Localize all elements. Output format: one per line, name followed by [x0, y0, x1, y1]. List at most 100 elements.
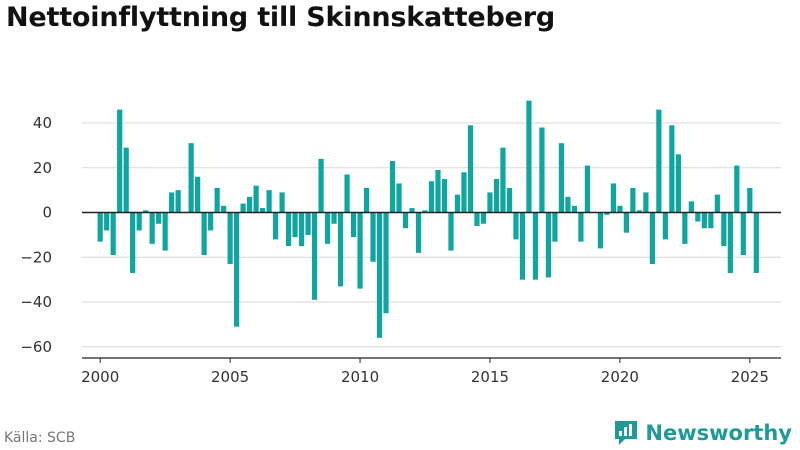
bar	[259, 208, 266, 213]
bar	[740, 212, 746, 256]
bar	[221, 205, 227, 213]
bar	[214, 187, 220, 213]
bar	[298, 212, 305, 247]
chart-title: Nettoinflyttning till Skinnskatteberg	[6, 2, 556, 33]
bar	[156, 212, 162, 224]
bar	[279, 192, 285, 213]
bar	[383, 212, 389, 314]
bar	[480, 212, 487, 224]
bar	[272, 212, 279, 240]
bar	[636, 210, 642, 213]
bar	[558, 143, 565, 213]
x-tick-label: 2010	[341, 368, 379, 386]
bar	[708, 212, 714, 229]
bar	[604, 212, 610, 215]
bar	[104, 212, 110, 231]
bar	[311, 212, 318, 300]
bar	[253, 185, 259, 213]
bar	[136, 212, 142, 231]
bar	[247, 196, 253, 213]
x-tick-label: 2020	[601, 368, 639, 386]
bar	[467, 125, 474, 213]
bar	[753, 212, 759, 273]
bar	[545, 212, 552, 278]
newsworthy-logo-icon	[615, 421, 638, 445]
bar	[539, 127, 545, 213]
bar	[285, 212, 292, 247]
bar	[649, 212, 655, 265]
bar	[117, 109, 123, 213]
bar	[149, 212, 155, 244]
bar	[688, 201, 694, 213]
bar	[130, 212, 136, 273]
bar	[227, 212, 233, 265]
bar	[201, 212, 207, 256]
bar	[415, 212, 422, 253]
bar	[110, 212, 116, 256]
bar	[318, 158, 324, 213]
bar	[461, 172, 467, 213]
bar	[734, 165, 740, 213]
bar	[234, 212, 240, 327]
bar	[305, 212, 311, 235]
bar	[584, 165, 591, 213]
bar	[675, 154, 681, 213]
bar	[324, 212, 331, 244]
bar	[389, 161, 396, 213]
bar	[630, 187, 636, 213]
bar	[448, 212, 454, 251]
y-tick-label: 40	[33, 114, 52, 132]
bar	[526, 100, 532, 213]
x-tick-label: 2025	[731, 368, 769, 386]
bar	[571, 205, 578, 213]
bar	[519, 212, 526, 280]
bar	[143, 210, 149, 213]
y-tick-label: −20	[20, 248, 52, 266]
bar	[337, 212, 344, 287]
bar	[396, 183, 402, 213]
x-tick-label: 2005	[211, 368, 249, 386]
bar	[123, 147, 129, 213]
bar	[422, 210, 428, 213]
bar	[662, 212, 668, 240]
bar	[402, 212, 409, 229]
bar	[643, 192, 649, 213]
bar	[701, 212, 707, 229]
bar	[357, 212, 363, 289]
bar	[565, 196, 571, 213]
brand-logo[interactable]: Newsworthy	[613, 419, 792, 447]
bar	[656, 109, 662, 213]
bar	[714, 194, 720, 213]
bar	[435, 170, 441, 213]
y-tick-label: −40	[20, 293, 52, 311]
bar	[532, 212, 539, 280]
bar	[721, 212, 727, 247]
bar	[363, 187, 370, 213]
bar	[506, 187, 513, 213]
bar	[441, 178, 448, 213]
bar	[552, 212, 558, 242]
bar	[578, 212, 584, 242]
y-tick-label: 20	[33, 159, 52, 177]
x-tick-label: 2015	[471, 368, 509, 386]
bars	[97, 100, 759, 338]
x-tick-label: 2000	[81, 368, 119, 386]
bar	[474, 212, 480, 226]
bar	[376, 212, 383, 338]
x-ticks: 2000 2005 2010 2015 2020 2025	[81, 358, 769, 386]
bar	[513, 212, 519, 240]
bar	[409, 208, 415, 213]
bar	[175, 190, 181, 213]
y-tick-label: 0	[42, 204, 52, 222]
bar	[487, 192, 493, 213]
brand-name: Newsworthy	[645, 421, 792, 445]
bar	[208, 212, 214, 231]
bar	[195, 176, 201, 213]
bar	[695, 212, 701, 222]
source-note: Källa: SCB	[4, 430, 76, 446]
bar	[454, 194, 461, 213]
bar	[331, 212, 337, 224]
bar	[493, 178, 500, 213]
bar	[370, 212, 376, 262]
